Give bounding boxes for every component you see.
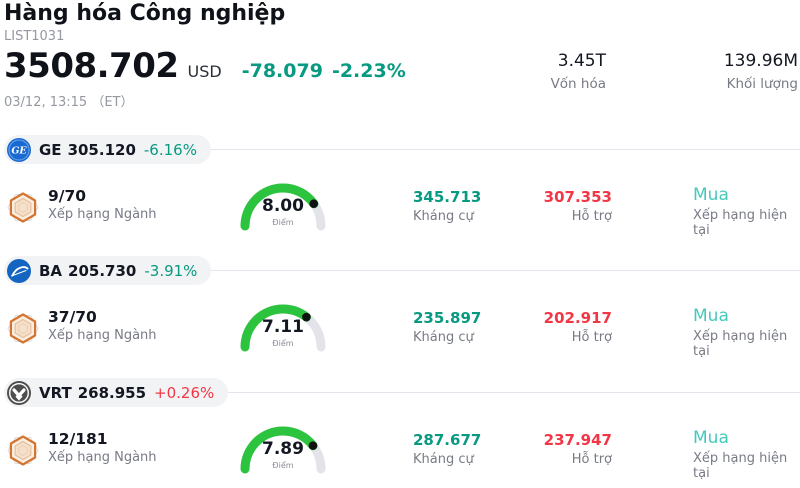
pill-line: GE GE 305.120 -6.16% — [0, 135, 800, 164]
resistance-label: Kháng cự — [413, 452, 474, 467]
resistance-label: Kháng cự — [413, 209, 474, 224]
stock-pill-ge[interactable]: GE GE 305.120 -6.16% — [4, 135, 211, 164]
stock-change: -6.16% — [143, 140, 197, 159]
rating-value: Mua — [693, 428, 729, 448]
score-gauge: 7.89 Điểm — [233, 417, 333, 479]
row-content: 37/70 Xếp hạng Ngành 7.11 Điểm 235.897 K… — [0, 301, 800, 366]
stock-pill-ba[interactable]: BA 205.730 -3.91% — [4, 256, 212, 285]
score-unit-label: Điểm — [272, 461, 294, 470]
rating-label: Xếp hạng hiện tại — [693, 208, 788, 238]
divider — [210, 149, 800, 150]
industry-rank-label: Xếp hạng Ngành — [48, 207, 157, 222]
stock-change: +0.26% — [154, 383, 215, 402]
support-label: Hỗ trợ — [571, 452, 612, 467]
volume-value: 139.96M — [723, 51, 798, 71]
current-rating[interactable]: Mua Xếp hạng hiện tại — [693, 428, 800, 481]
vrt-logo-icon — [7, 380, 31, 405]
score-gauge: 8.00 Điểm — [233, 174, 333, 236]
rating-label: Xếp hạng hiện tại — [693, 451, 788, 481]
resistance-value: 235.897 — [413, 309, 482, 327]
volume-label: Khối lượng — [726, 76, 798, 92]
stock-row-ba: BA 205.730 -3.91% 37/70 Xếp hạng Ngành — [0, 256, 800, 366]
svg-text:GE: GE — [11, 145, 27, 156]
support-col: 202.917 Hỗ trợ — [544, 309, 612, 345]
stock-row-ge: GE GE 305.120 -6.16% 9/70 Xếp hạng Ngành — [0, 135, 800, 245]
stock-symbol: BA — [39, 261, 63, 280]
support-value: 307.353 — [543, 188, 612, 206]
market-cap-stat: 3.45T Vốn hóa — [486, 51, 606, 92]
stock-pill-vrt[interactable]: VRT 268.955 +0.26% — [4, 378, 229, 407]
ba-logo-icon — [7, 258, 31, 283]
support-col: 307.353 Hỗ trợ — [544, 188, 612, 224]
score-unit-label: Điểm — [272, 339, 294, 348]
divider — [211, 270, 800, 271]
rating-value: Mua — [693, 185, 729, 205]
stock-price: 205.730 — [68, 261, 137, 280]
page-title: Hàng hóa Công nghiệp — [4, 1, 286, 26]
current-rating[interactable]: Mua Xếp hạng hiện tại — [693, 306, 800, 359]
divider — [228, 392, 800, 393]
rank-badge-icon — [7, 311, 39, 345]
score-value: 7.89 — [262, 439, 304, 459]
current-rating[interactable]: Mua Xếp hạng hiện tại — [693, 185, 800, 238]
support-value: 237.947 — [543, 431, 612, 449]
timestamp: 03/12, 13:15 （ET） — [4, 95, 134, 110]
rank-badge-icon — [7, 433, 39, 467]
rank-badge-icon — [7, 190, 39, 224]
resistance-col: 235.897 Kháng cự — [413, 309, 481, 345]
resistance-col: 345.713 Kháng cự — [413, 188, 481, 224]
volume-stat: 139.96M Khối lượng — [678, 51, 798, 92]
index-change-abs: -78.079 — [241, 60, 323, 82]
stock-price: 305.120 — [67, 140, 136, 159]
rating-label: Xếp hạng hiện tại — [693, 329, 788, 359]
resistance-value: 345.713 — [413, 188, 482, 206]
index-price-line: 3508.702 USD -78.079 -2.23% — [4, 46, 406, 86]
industry-rank-value: 37/70 — [48, 308, 97, 326]
index-change: -78.079 -2.23% — [242, 60, 406, 82]
industry-rank-label: Xếp hạng Ngành — [48, 328, 157, 343]
index-price: 3508.702 — [4, 46, 179, 86]
industry-rank: 9/70 Xếp hạng Ngành — [48, 187, 157, 222]
stock-change: -3.91% — [144, 261, 198, 280]
currency-label: USD — [187, 62, 222, 81]
score-value: 8.00 — [262, 196, 304, 216]
market-cap-value: 3.45T — [557, 51, 606, 71]
industry-rank: 37/70 Xếp hạng Ngành — [48, 308, 157, 343]
resistance-value: 287.677 — [413, 431, 482, 449]
resistance-col: 287.677 Kháng cự — [413, 431, 481, 467]
stock-price: 268.955 — [77, 383, 147, 402]
index-change-pct: -2.23% — [331, 60, 406, 82]
stock-symbol: VRT — [39, 383, 72, 402]
industry-rank-value: 9/70 — [48, 187, 87, 205]
row-content: 9/70 Xếp hạng Ngành 8.00 Điểm 345.713 Kh… — [0, 180, 800, 245]
pill-line: VRT 268.955 +0.26% — [0, 378, 800, 407]
stock-row-vrt: VRT 268.955 +0.26% 12/181 Xếp hạng Ngành — [0, 378, 800, 488]
pill-line: BA 205.730 -3.91% — [0, 256, 800, 285]
support-value: 202.917 — [543, 309, 612, 327]
score-unit-label: Điểm — [272, 218, 294, 227]
rating-value: Mua — [693, 306, 729, 326]
list-id: LIST1031 — [4, 29, 65, 44]
support-label: Hỗ trợ — [571, 209, 612, 224]
market-cap-label: Vốn hóa — [550, 76, 606, 92]
industry-rank: 12/181 Xếp hạng Ngành — [48, 430, 157, 465]
industry-rank-label: Xếp hạng Ngành — [48, 450, 157, 465]
industry-rank-value: 12/181 — [48, 430, 108, 448]
ge-logo-icon: GE — [7, 137, 31, 162]
stock-symbol: GE — [39, 140, 62, 159]
resistance-label: Kháng cự — [413, 330, 474, 345]
score-value: 7.11 — [262, 317, 304, 337]
support-label: Hỗ trợ — [571, 330, 612, 345]
support-col: 237.947 Hỗ trợ — [544, 431, 612, 467]
row-content: 12/181 Xếp hạng Ngành 7.89 Điểm 287.677 … — [0, 423, 800, 488]
score-gauge: 7.11 Điểm — [233, 295, 333, 357]
